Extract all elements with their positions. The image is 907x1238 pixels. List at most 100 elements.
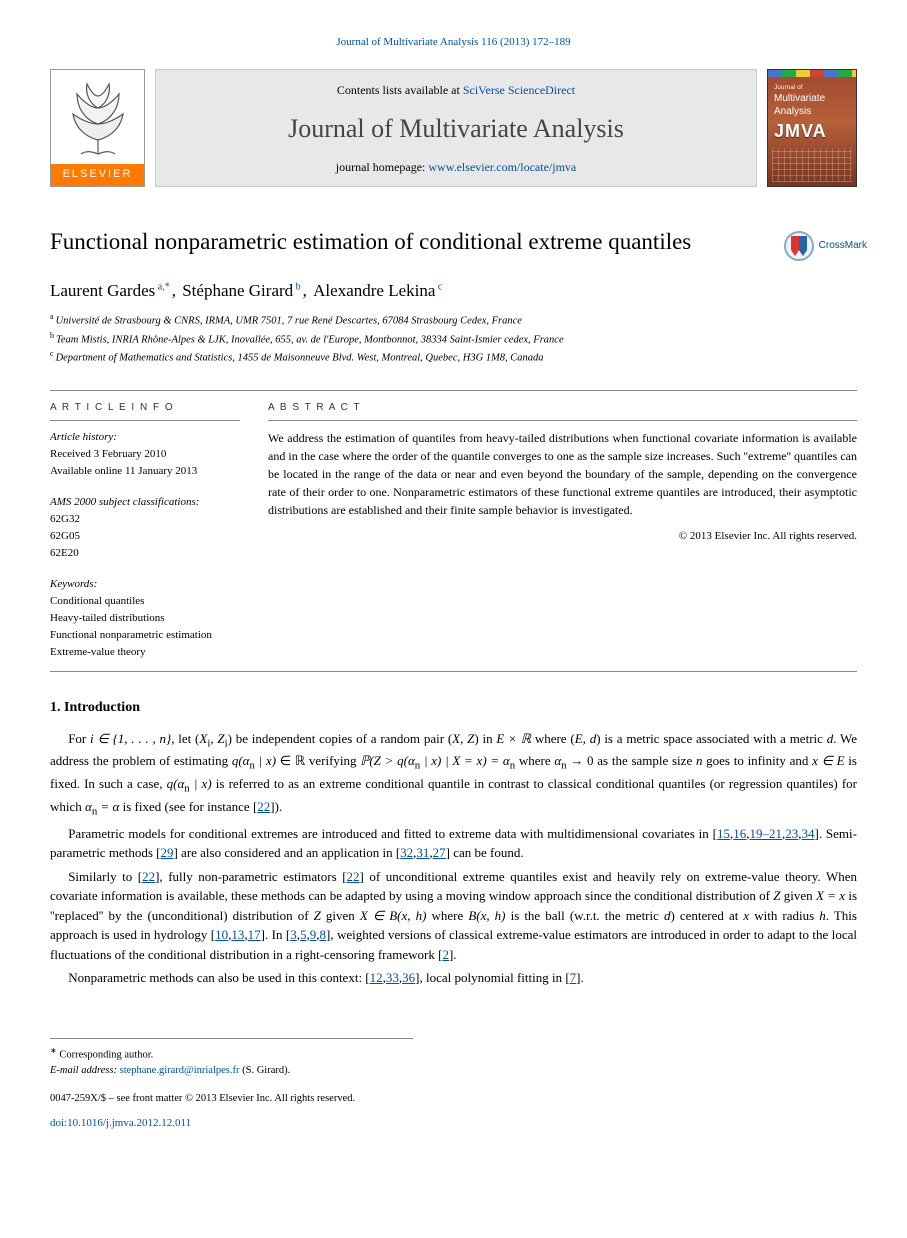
citation-link[interactable]: 23: [785, 826, 798, 841]
body-text-run: For: [68, 731, 90, 746]
body-paragraph: Parametric models for conditional extrem…: [50, 824, 857, 863]
author-name: Stéphane Girard: [182, 281, 293, 300]
citation-link[interactable]: 29: [160, 845, 173, 860]
citation-link[interactable]: 22: [347, 869, 360, 884]
sciencedirect-link[interactable]: SciVerse ScienceDirect: [463, 83, 575, 97]
article-history: Article history: Received 3 February 201…: [50, 429, 240, 480]
body-text-run: given: [781, 888, 816, 903]
body-paragraph: Nonparametric methods can also be used i…: [50, 968, 857, 988]
front-matter-line: 0047-259X/$ – see front matter © 2013 El…: [50, 1091, 857, 1106]
author-email-link[interactable]: stephane.girard@inrialpes.fr: [120, 1065, 240, 1076]
corresponding-author-note: ∗ Corresponding author.: [50, 1045, 413, 1063]
body-text-run: ]).: [270, 799, 282, 814]
math-text: E × ℝ: [496, 731, 531, 746]
keywords-label: Keywords:: [50, 576, 240, 593]
elsevier-tree-icon: [63, 70, 133, 164]
citation-link[interactable]: 10: [215, 927, 228, 942]
math-text: X ∈ B(x, h): [360, 908, 427, 923]
math-text: q(α: [232, 753, 250, 768]
crossmark-icon: [784, 231, 814, 261]
citation-link[interactable]: 22: [142, 869, 155, 884]
abstract: A B S T R A C T We address the estimatio…: [268, 401, 857, 661]
section-1-heading: 1. Introduction: [50, 698, 857, 718]
body-text-run: goes to infinity and: [702, 753, 812, 768]
cover-journal-line2: Analysis: [774, 107, 850, 118]
keywords: Keywords: Conditional quantiles Heavy-ta…: [50, 576, 240, 661]
article-info-label: A R T I C L E I N F O: [50, 401, 240, 416]
footer: 0047-259X/$ – see front matter © 2013 El…: [50, 1091, 857, 1132]
math-text: | x): [255, 753, 276, 768]
homepage-link[interactable]: www.elsevier.com/locate/jmva: [428, 160, 576, 174]
ams-classifications: AMS 2000 subject classifications: 62G32 …: [50, 494, 240, 562]
body-text-run: ) in: [474, 731, 496, 746]
math-text: x ∈ E: [812, 753, 845, 768]
citation-link[interactable]: 22: [257, 799, 270, 814]
citation-link[interactable]: 34: [801, 826, 814, 841]
body-text-run: ) is a metric space associated with a me…: [596, 731, 827, 746]
history-line: Available online 11 January 2013: [50, 463, 240, 480]
ams-code: 62E20: [50, 545, 240, 562]
citation-link[interactable]: 15: [717, 826, 730, 841]
body-text-run: Similarly to [: [68, 869, 142, 884]
cover-grid-art: [772, 148, 852, 182]
ams-code: 62G05: [50, 528, 240, 545]
math-text: i ∈ {1, . . . , n}: [90, 731, 171, 746]
body-paragraph: Similarly to [22], fully non-parametric …: [50, 867, 857, 965]
journal-cover-thumbnail[interactable]: Journal of Multivariate Analysis JMVA: [767, 69, 857, 187]
keyword: Extreme-value theory: [50, 644, 240, 661]
elsevier-label: ELSEVIER: [51, 164, 144, 186]
history-line: Received 3 February 2010: [50, 446, 240, 463]
author-affiliation-marker: b: [293, 281, 301, 292]
crossmark-badge[interactable]: CrossMark: [784, 231, 867, 261]
math-text: = α: [97, 799, 119, 814]
body-paragraph: For i ∈ {1, . . . , n}, let (Xi, Zi) be …: [50, 729, 857, 820]
abstract-label: A B S T R A C T: [268, 401, 857, 416]
homepage-prefix: journal homepage:: [336, 160, 429, 174]
body-text-run: ) centered at: [670, 908, 743, 923]
section-1-body: For i ∈ {1, . . . , n}, let (Xi, Zi) be …: [50, 729, 857, 988]
article-info: A R T I C L E I N F O Article history: R…: [50, 401, 240, 661]
body-text-run: ∈ ℝ verifying: [276, 753, 360, 768]
journal-reference: Journal of Multivariate Analysis 116 (20…: [50, 35, 857, 51]
citation-link[interactable]: 36: [402, 970, 415, 985]
author-name: Alexandre Lekina: [313, 281, 435, 300]
body-text-run: Nonparametric methods can also be used i…: [68, 970, 369, 985]
author-affiliation-marker: c: [435, 281, 442, 292]
keyword: Conditional quantiles: [50, 593, 240, 610]
citation-link[interactable]: 12: [370, 970, 383, 985]
citation-link[interactable]: 19–21: [749, 826, 782, 841]
body-text-run: given: [321, 908, 360, 923]
citation-link[interactable]: 31: [416, 845, 429, 860]
citation-link[interactable]: 33: [386, 970, 399, 985]
citation-link[interactable]: 16: [733, 826, 746, 841]
footnotes: ∗ Corresponding author. E-mail address: …: [50, 1038, 413, 1079]
keyword: Heavy-tailed distributions: [50, 610, 240, 627]
elsevier-logo[interactable]: ELSEVIER: [50, 69, 145, 187]
body-text-run: is fixed (see for instance [: [119, 799, 257, 814]
author-affiliation-marker: a,*: [155, 281, 169, 292]
journal-reference-link[interactable]: Journal of Multivariate Analysis 116 (20…: [336, 36, 570, 48]
body-text-run: ], fully non-parametric estimators [: [155, 869, 346, 884]
body-text-run: ]. In [: [261, 927, 291, 942]
doi-link[interactable]: doi:10.1016/j.jmva.2012.12.011: [50, 1117, 191, 1129]
math-text: Z: [217, 731, 224, 746]
cover-journal-line1: Multivariate: [774, 94, 850, 105]
cover-small-text: Journal of: [774, 83, 850, 92]
citation-link[interactable]: 27: [433, 845, 446, 860]
body-text-run: ].: [576, 970, 584, 985]
math-text: X = x: [816, 888, 845, 903]
body-text-run: with radius: [749, 908, 819, 923]
math-text: E, d: [575, 731, 596, 746]
affiliations: aUniversité de Strasbourg & CNRS, IRMA, …: [50, 311, 857, 366]
contents-prefix: Contents lists available at: [337, 83, 463, 97]
keyword: Functional nonparametric estimation: [50, 627, 240, 644]
math-text: q(α: [167, 776, 185, 791]
author-name: Laurent Gardes: [50, 281, 155, 300]
math-text: α: [85, 799, 92, 814]
cover-abbrev: JMVA: [774, 118, 850, 144]
ams-label: AMS 2000 subject classifications:: [50, 494, 240, 511]
email-note: E-mail address: stephane.girard@inrialpe…: [50, 1063, 413, 1079]
citation-link[interactable]: 13: [231, 927, 244, 942]
citation-link[interactable]: 17: [248, 927, 261, 942]
citation-link[interactable]: 32: [400, 845, 413, 860]
